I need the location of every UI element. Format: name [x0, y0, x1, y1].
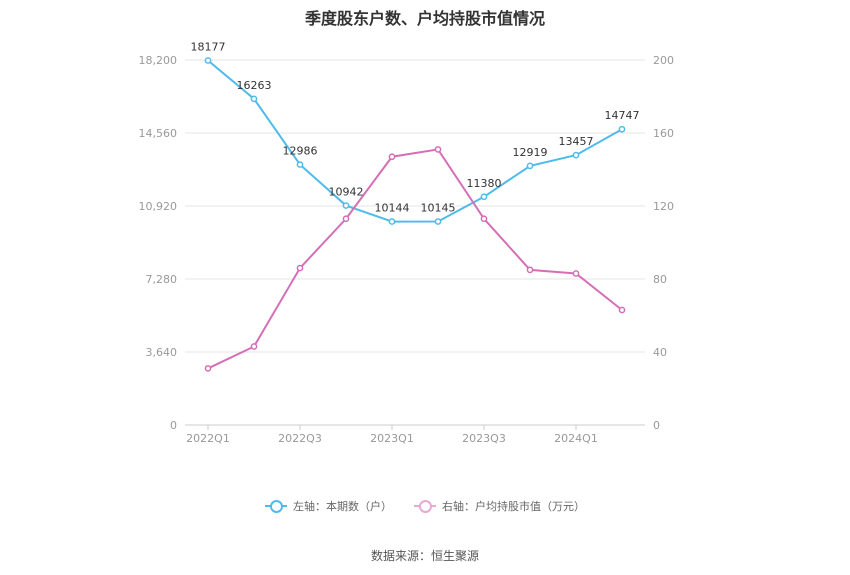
legend-item-right[interactable]: 右轴：户均持股市值（万元） [414, 498, 585, 514]
data-point [434, 146, 442, 153]
legend-label-right: 右轴：户均持股市值（万元） [442, 500, 585, 513]
y-left-tick-label: 10,920 [139, 200, 178, 213]
y-left-tick-label: 18,200 [139, 54, 178, 67]
x-tick-label: 2022Q1 [186, 432, 230, 445]
chart-title: 季度股东户数、户均持股市值情况 [304, 9, 545, 28]
data-label: 10942 [329, 186, 364, 199]
data-label: 14747 [605, 109, 640, 122]
data-label: 12919 [513, 146, 548, 159]
data-point [342, 215, 350, 223]
data-point [388, 218, 396, 225]
data-label: 11380 [467, 177, 502, 190]
data-point [572, 270, 580, 277]
x-tick-label: 2024Q1 [554, 432, 598, 445]
data-point [250, 95, 258, 103]
x-tick-label: 2022Q3 [278, 432, 322, 445]
data-point [342, 202, 350, 209]
y-right-tick-label: 120 [653, 200, 674, 213]
data-point [572, 151, 580, 159]
data-label: 13457 [559, 135, 594, 148]
data-point [618, 125, 626, 133]
y-right-tick-label: 80 [653, 273, 667, 286]
y-right-tick-label: 160 [653, 127, 674, 140]
data-label: 10144 [375, 202, 410, 215]
legend-item-left[interactable]: 左轴：本期数（户） [265, 498, 392, 514]
data-point [388, 153, 396, 161]
data-point [480, 193, 488, 201]
legend-swatch-left [265, 499, 287, 513]
y-left-tick-label: 14,560 [139, 127, 178, 140]
series-line-right [207, 148, 623, 370]
data-point [526, 266, 534, 274]
data-point [204, 365, 212, 372]
data-point [526, 162, 534, 170]
data-point [250, 343, 258, 350]
data-label: 12986 [283, 145, 318, 158]
legend: 左轴：本期数（户） 右轴：户均持股市值（万元） [0, 498, 850, 514]
legend-label-left: 左轴：本期数（户） [293, 500, 392, 513]
x-tick-label: 2023Q1 [370, 432, 414, 445]
data-point [296, 264, 304, 272]
x-tick-label: 2023Q3 [462, 432, 506, 445]
data-point [204, 57, 212, 64]
y-right-tick-label: 200 [653, 54, 674, 67]
data-source: 数据来源：恒生聚源 [370, 549, 479, 563]
data-label: 16263 [237, 79, 272, 92]
data-point [434, 218, 442, 225]
data-point [480, 215, 488, 223]
data-label: 10145 [421, 202, 456, 215]
data-point [618, 306, 626, 314]
y-right-tick-label: 0 [653, 419, 660, 432]
series-line-left [207, 59, 623, 223]
y-left-tick-label: 3,640 [146, 346, 178, 359]
legend-swatch-right [414, 499, 436, 513]
y-left-tick-label: 7,280 [146, 273, 178, 286]
y-right-tick-label: 40 [653, 346, 667, 359]
data-point [296, 161, 304, 168]
data-label: 18177 [191, 40, 226, 53]
y-left-tick-label: 0 [170, 419, 177, 432]
